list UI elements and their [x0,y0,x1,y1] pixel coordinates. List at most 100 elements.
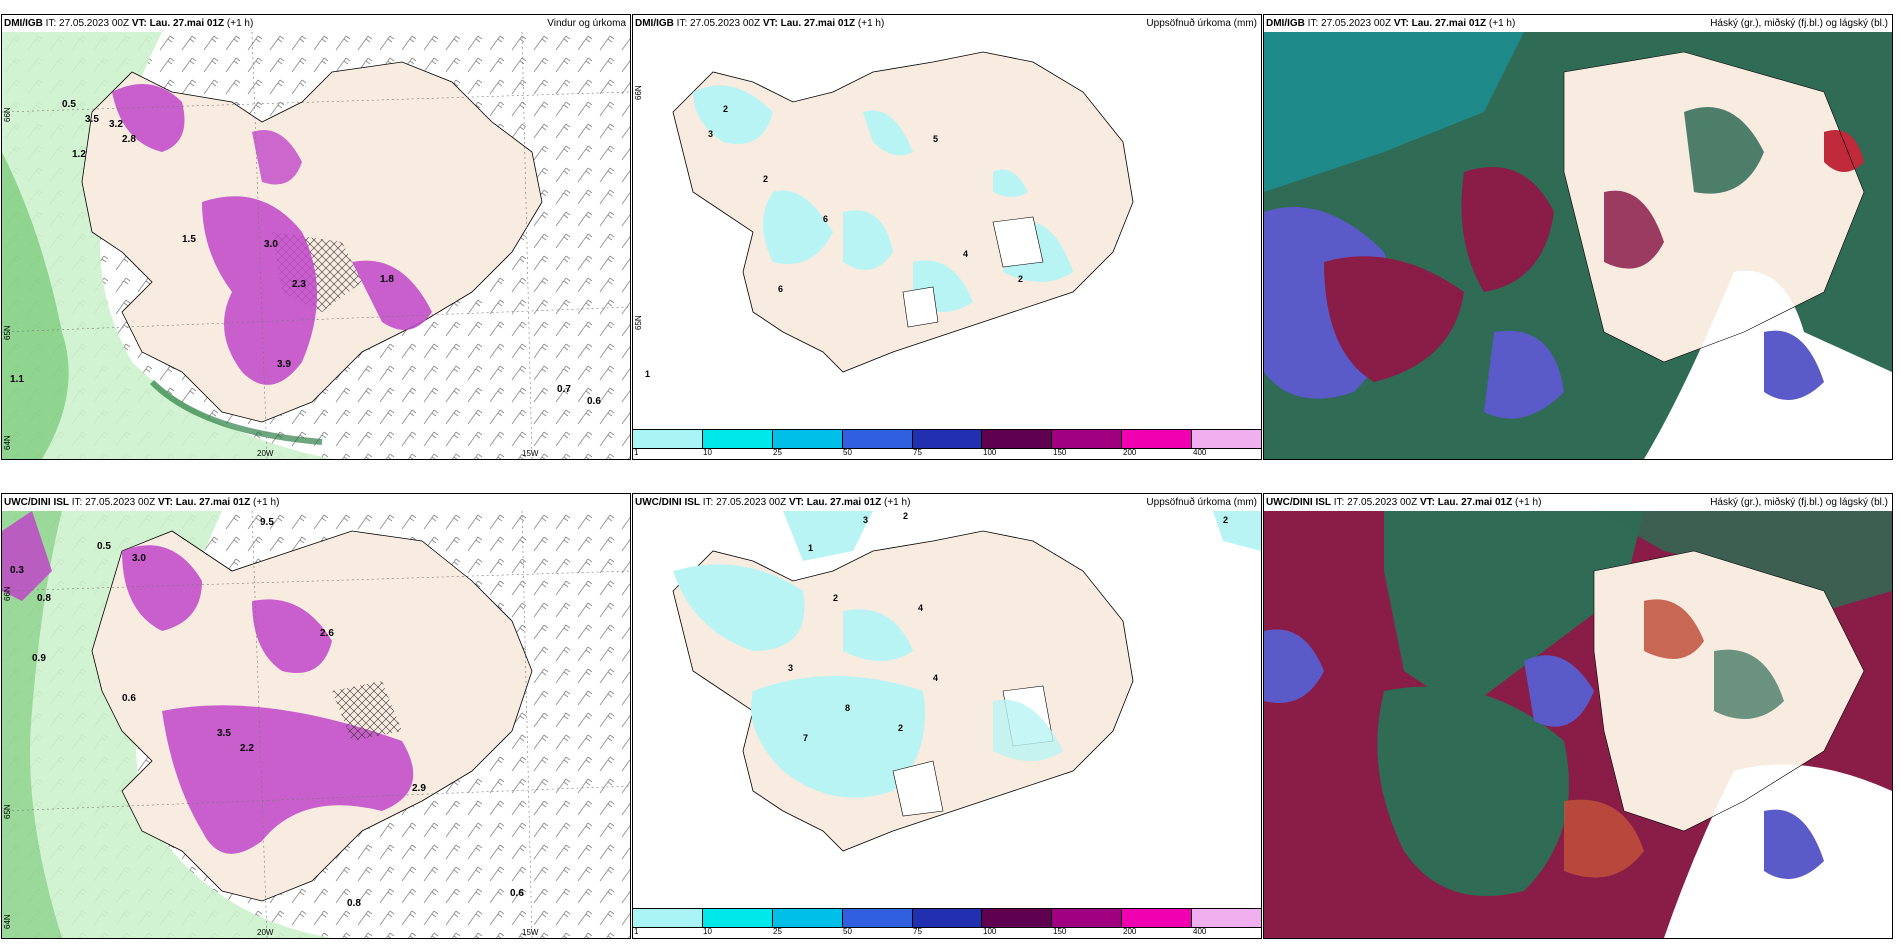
map-canvas [1264,32,1892,459]
value-label: 2.9 [412,783,426,794]
legend-swatch [633,430,703,448]
map-panel-wind-precip-dmi: DMI/IGB IT: 27.05.2023 00Z VT: Lau. 27.m… [1,14,631,460]
lat-label: 65N [3,804,12,819]
legend-label: 75 [913,927,922,936]
value-label: 6 [778,284,783,294]
lon-label: 20W [257,928,274,937]
lon-label: 15W [522,449,539,458]
value-label: 4 [918,603,923,613]
valid-time: VT: Lau. 27.mai 01Z [131,18,225,29]
wind-precip-map: 9.5 0.3 0.8 0.9 0.5 3.0 2.6 0.6 3.5 2.2 … [2,511,630,938]
init-time: IT: 27.05.2023 00Z [45,18,130,29]
legend-label: 50 [843,927,852,936]
accum-precip-map: 2 3 2 5 6 4 2 6 1 66N 65N [633,32,1261,429]
value-label: 4 [963,249,968,259]
panel-header: DMI/IGB IT: 27.05.2023 00Z VT: Lau. 27.m… [1266,17,1888,31]
map-panel-accum-precip-uwc: UWC/DINI ISL IT: 27.05.2023 00Z VT: Lau.… [632,493,1262,939]
legend-swatch [702,909,773,927]
map-canvas: 0.5 3.5 3.2 2.8 1.2 1.5 3.0 1.8 2.3 3.9 … [2,32,630,459]
legend-label: 200 [1123,448,1137,457]
value-label: 4 [933,673,938,683]
map-panel-wind-precip-uwc: UWC/DINI ISL IT: 27.05.2023 00Z VT: Lau.… [1,493,631,939]
lat-label: 66N [634,85,643,100]
legend-swatch [842,909,913,927]
legend-label: 100 [983,927,997,936]
lead-time: (+1 h) [884,497,911,508]
cloud-cover-map [1264,32,1892,459]
legend-swatch [912,909,983,927]
valid-time: VT: Lau. 27.mai 01Z [1393,18,1487,29]
value-label: 0.6 [587,396,601,407]
legend-swatch [772,909,843,927]
value-label: 2 [898,723,903,733]
product-title: Háský (gr.), miðský (fj.bl.) og lágský (… [1710,18,1888,29]
lead-time: (+1 h) [857,18,885,29]
lat-label: 66N [3,107,12,122]
map-panel-clouds-uwc: UWC/DINI ISL IT: 27.05.2023 00Z VT: Lau.… [1263,493,1893,939]
lead-time: (+1 h) [253,497,280,508]
value-label: 2.8 [122,134,136,145]
value-label: 7 [803,733,808,743]
map-panel-clouds-dmi: DMI/IGB IT: 27.05.2023 00Z VT: Lau. 27.m… [1263,14,1893,460]
legend-swatch [772,430,843,448]
model-source: DMI/IGB [1266,18,1305,29]
value-label: 0.8 [347,898,361,909]
panel-header: DMI/IGB IT: 27.05.2023 00Z VT: Lau. 27.m… [4,17,626,31]
lead-time: (+1 h) [226,18,254,29]
valid-time: VT: Lau. 27.mai 01Z [762,18,856,29]
init-time: IT: 27.05.2023 00Z [71,497,156,508]
panel-header: UWC/DINI ISL IT: 27.05.2023 00Z VT: Lau.… [4,496,626,510]
panel-header: UWC/DINI ISL IT: 27.05.2023 00Z VT: Lau.… [635,496,1257,510]
map-panel-accum-precip-dmi: DMI/IGB IT: 27.05.2023 00Z VT: Lau. 27.m… [632,14,1262,460]
value-label: 3.2 [109,119,123,130]
valid-time: VT: Lau. 27.mai 01Z [788,497,882,508]
value-label: 0.6 [510,888,524,899]
lat-label: 65N [634,315,643,330]
map-canvas [1264,511,1892,938]
model-source: UWC/DINI ISL [1266,497,1331,508]
value-label: 6 [823,214,828,224]
legend-label: 100 [983,448,997,457]
product-title: Vindur og úrkoma [547,18,626,29]
legend-swatch [912,430,983,448]
panel-header: DMI/IGB IT: 27.05.2023 00Z VT: Lau. 27.m… [635,17,1257,31]
lat-label: 64N [3,435,12,450]
legend-label: 50 [843,448,852,457]
value-label: 2 [903,511,908,521]
legend-label: 25 [773,448,782,457]
value-label: 2.6 [320,628,334,639]
legend-swatch [1052,909,1123,927]
legend-swatch [1192,909,1261,927]
init-time: IT: 27.05.2023 00Z [702,497,787,508]
legend-label: 75 [913,448,922,457]
value-label: 0.8 [37,593,51,604]
legend-swatch [982,909,1053,927]
map-canvas: 2 3 2 5 6 4 2 6 1 66N 65N [633,32,1261,429]
init-time: IT: 27.05.2023 00Z [1307,18,1392,29]
value-label: 3.5 [217,728,231,739]
legend-label: 10 [703,927,712,936]
value-label: 2 [833,593,838,603]
value-label: 3 [708,129,713,139]
value-label: 3 [863,515,868,525]
legend-swatch [1122,430,1193,448]
value-label: 3 [788,663,793,673]
value-label: 2 [723,104,728,114]
init-time: IT: 27.05.2023 00Z [1333,497,1418,508]
model-source: UWC/DINI ISL [635,497,700,508]
wind-precip-map: 0.5 3.5 3.2 2.8 1.2 1.5 3.0 1.8 2.3 3.9 … [2,32,630,459]
valid-time: VT: Lau. 27.mai 01Z [157,497,251,508]
value-label: 2 [763,174,768,184]
legend-label: 10 [703,448,712,457]
value-label: 0.9 [32,653,46,664]
cloud-cover-map [1264,511,1892,938]
legend-label: 400 [1193,927,1207,936]
map-canvas: 9.5 0.3 0.8 0.9 0.5 3.0 2.6 0.6 3.5 2.2 … [2,511,630,938]
product-title: Uppsöfnuð úrkoma (mm) [1146,18,1257,29]
panel-header: UWC/DINI ISL IT: 27.05.2023 00Z VT: Lau.… [1266,496,1888,510]
precip-legend: 1 10 25 50 75 100 150 200 400 [633,908,1261,938]
lon-label: 20W [257,449,274,458]
lat-label: 66N [3,586,12,601]
value-label: 1.1 [10,374,24,385]
value-label: 3.5 [85,114,99,125]
